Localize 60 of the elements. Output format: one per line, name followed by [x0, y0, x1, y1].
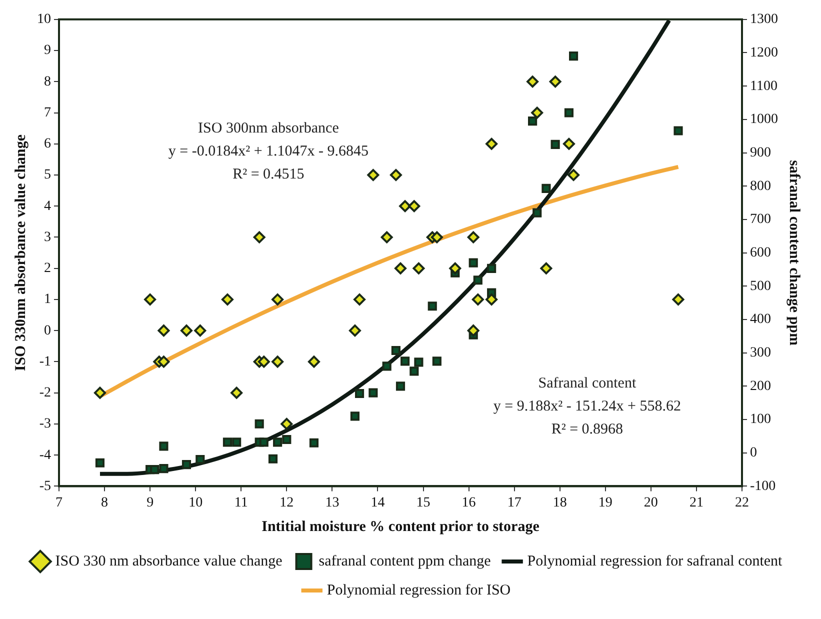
x-tick-label: 18	[552, 495, 567, 510]
y2-tick-label: 400	[750, 312, 771, 328]
y-tick-label: -3	[39, 416, 51, 432]
y-tick-label: 5	[44, 168, 51, 183]
y2-tick-label: 200	[750, 378, 771, 394]
annotation: R² = 0.8968	[551, 421, 624, 438]
y2-tick-label: 0	[750, 446, 757, 461]
x-tick-label: 9	[146, 495, 154, 510]
x-tick-label: 19	[598, 495, 612, 510]
y-tick-label: 0	[44, 323, 51, 338]
annotation: Safranal content	[538, 375, 637, 392]
y2-tick-label: 1100	[750, 78, 778, 94]
y2-tick-label: 100	[750, 412, 771, 428]
y-axis-title: ISO 330nm absorbance value change	[12, 134, 29, 372]
x-tick-label: 11	[234, 495, 248, 510]
y-tick-label: 9	[44, 43, 51, 58]
legend-label: Polynomial regression for safranal content	[527, 553, 784, 570]
y2-tick-label: 1300	[750, 12, 778, 28]
y-tick-label: 8	[44, 74, 51, 90]
legend-label: safranal content ppm change	[318, 553, 492, 570]
x-tick-label: 16	[462, 495, 476, 510]
legend-label: Polynomial regression for ISO	[326, 582, 511, 598]
legend-label: ISO 330 nm absorbance value change	[55, 553, 283, 570]
x-tick-label: 13	[325, 495, 340, 510]
y2-tick-label: 800	[750, 178, 771, 194]
y-tick-label: -5	[39, 478, 51, 494]
x-tick-label: 14	[370, 495, 385, 510]
y2-tick-label: 700	[750, 212, 771, 228]
annotation: y = 9.188x² - 151.24x + 558.62	[493, 398, 682, 414]
y2-tick-label: -100	[750, 478, 776, 494]
y2-tick-label: 300	[750, 346, 771, 360]
y2-tick-label: 600	[750, 245, 771, 260]
y-tick-label: 2	[44, 261, 51, 276]
y2-tick-label: 500	[750, 278, 771, 294]
x-tick-label: 20	[644, 495, 658, 510]
annotation: R² = 0.4515	[232, 166, 304, 182]
x-tick-label: 15	[416, 495, 430, 510]
x-tick-label: 17	[507, 495, 522, 510]
y2-axis-title: safranal content change ppm	[786, 160, 802, 346]
y-tick-label: -1	[39, 354, 51, 370]
y-tick-label: 10	[37, 12, 51, 28]
y-tick-label: 3	[44, 230, 51, 245]
y-tick-label: 6	[44, 136, 51, 152]
y-tick-label: -2	[39, 386, 51, 401]
y-tick-label: 1	[44, 292, 51, 308]
y-tick-label: -4	[39, 448, 51, 463]
x-tick-label: 21	[689, 495, 704, 510]
y2-tick-label: 1200	[750, 45, 778, 60]
y2-tick-label: 900	[750, 145, 771, 160]
y-tick-label: 7	[44, 105, 51, 120]
x-tick-label: 7	[56, 495, 62, 510]
x-tick-label: 22	[735, 495, 749, 510]
y2-tick-label: 1000	[750, 112, 778, 128]
x-tick-label: 8	[101, 495, 108, 510]
x-tick-label: 12	[280, 495, 294, 510]
annotation: y = -0.0184x² + 1.1047x - 9.6845	[168, 143, 369, 160]
y-tick-label: 4	[44, 198, 51, 214]
annotation: ISO 300nm absorbance	[198, 120, 340, 136]
x-axis-title: Intitial moisture % content prior to storage	[262, 518, 540, 535]
x-tick-label: 10	[188, 495, 203, 510]
